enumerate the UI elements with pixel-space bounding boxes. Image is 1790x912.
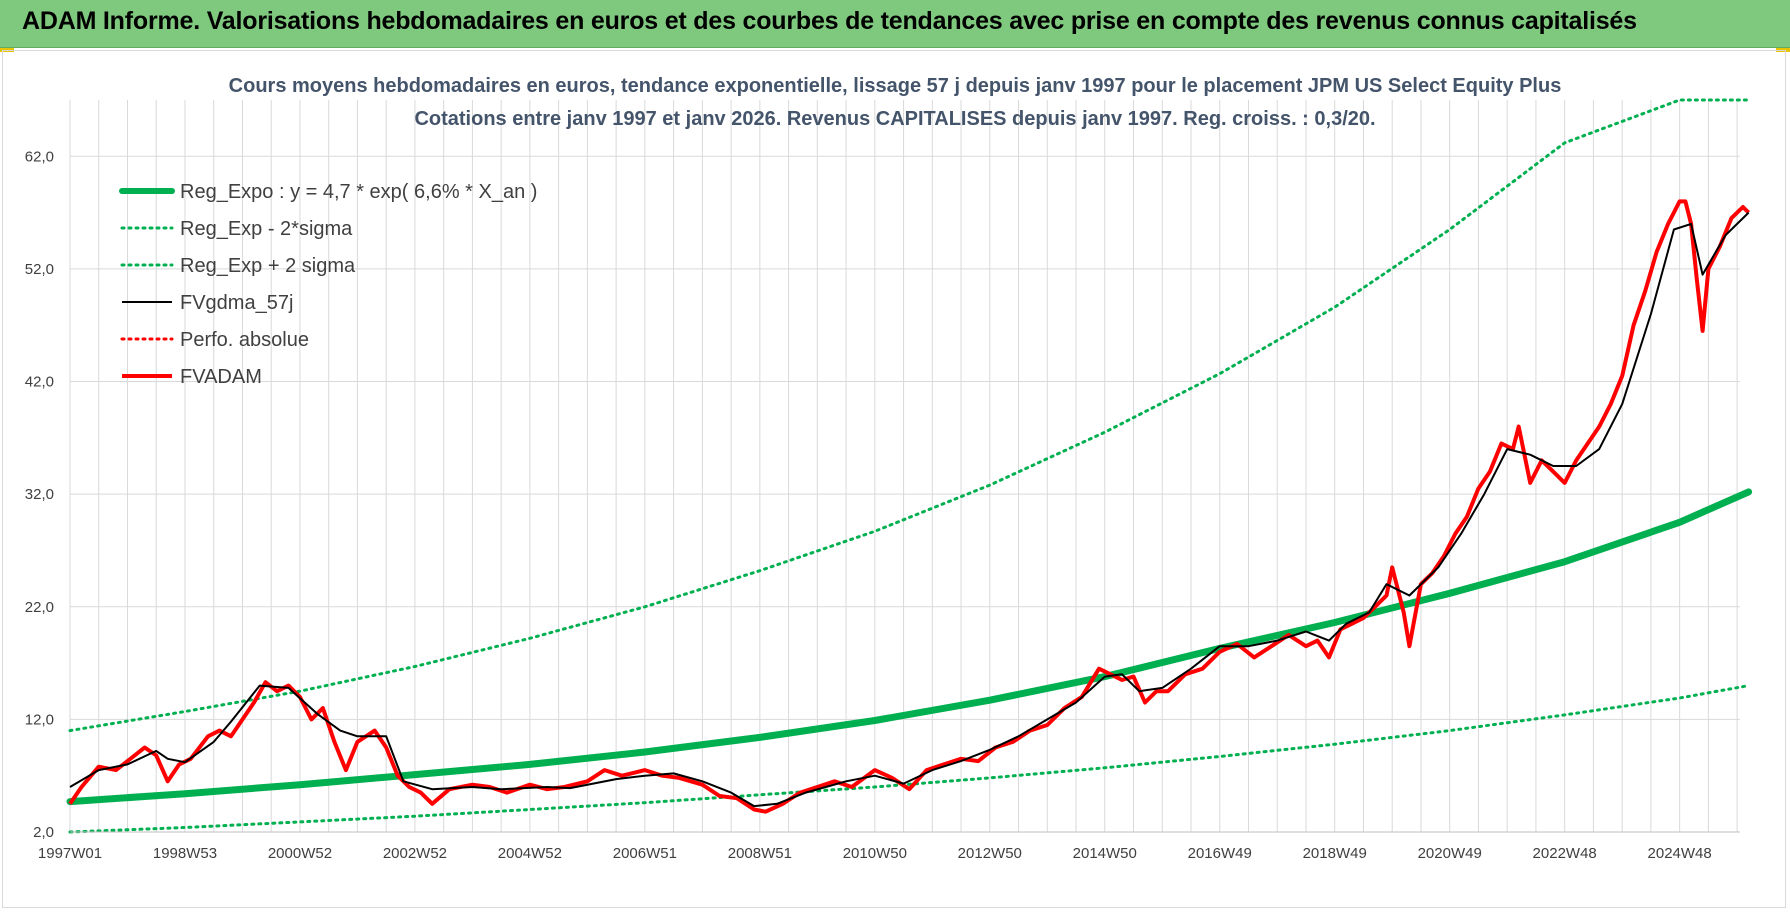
x-tick-label: 1998W53 <box>153 845 217 862</box>
x-tick-label: 2024W48 <box>1648 845 1712 862</box>
legend-label: FVgdma_57j <box>180 292 293 314</box>
y-tick-label: 62,0 <box>25 148 54 165</box>
x-tick-label: 2020W49 <box>1418 845 1482 862</box>
x-tick-label: 2016W49 <box>1188 845 1252 862</box>
x-tick-label: 2000W52 <box>268 845 332 862</box>
x-tick-label: 2002W52 <box>383 845 447 862</box>
chart-title: Cours moyens hebdomadaires en euros, ten… <box>229 75 1562 97</box>
x-tick-label: 2014W50 <box>1073 845 1137 862</box>
report-title: ADAM Informe. Valorisations hebdomadaire… <box>22 7 1637 35</box>
y-tick-label: 42,0 <box>25 374 54 391</box>
axes: 2,0 12,0 22,0 32,0 42,0 52,0 62,0 1997W01 1998W5… <box>25 148 1740 862</box>
legend-label: Reg_Expo : y = 4,7 * exp( 6,6% * X_an ) <box>180 181 537 203</box>
series-line-2 <box>68 98 1751 733</box>
legend-label: Reg_Exp - 2*sigma <box>180 218 353 240</box>
x-tick-label: 2012W50 <box>958 845 1022 862</box>
legend-label: Perfo. absolue <box>180 329 309 351</box>
legend: Reg_Expo : y = 4,7 * exp( 6,6% * X_an ) R… <box>119 181 537 388</box>
y-tick-label: 32,0 <box>25 486 54 503</box>
x-tick-label: 2008W51 <box>728 845 792 862</box>
y-tick-label: 52,0 <box>25 261 54 278</box>
series-line-3 <box>69 211 1750 808</box>
y-tick-label: 22,0 <box>25 599 54 616</box>
x-tick-label: 2018W49 <box>1303 845 1367 862</box>
y-tick-label: 12,0 <box>25 711 54 728</box>
series-line-0 <box>66 488 1753 806</box>
chart-frame <box>2 50 1786 908</box>
legend-label: FVADAM <box>180 366 262 388</box>
x-tick-label: 2006W51 <box>613 845 677 862</box>
grid <box>69 100 1740 833</box>
x-tick-label: 1997W01 <box>38 845 102 862</box>
x-tick-label: 2010W50 <box>843 845 907 862</box>
legend-label: Reg_Exp + 2 sigma <box>180 255 356 277</box>
y-tick-label: 2,0 <box>33 824 54 841</box>
x-tick-label: 2022W48 <box>1533 845 1597 862</box>
series-line-5 <box>68 199 1751 814</box>
series-line-1 <box>68 684 1751 834</box>
series-layer <box>66 98 1753 834</box>
x-tick-label: 2004W52 <box>498 845 562 862</box>
report-banner: ADAM Informe. Valorisations hebdomadaire… <box>0 0 1790 48</box>
chart-subtitle: Cotations entre janv 1997 et janv 2026. … <box>414 108 1375 130</box>
